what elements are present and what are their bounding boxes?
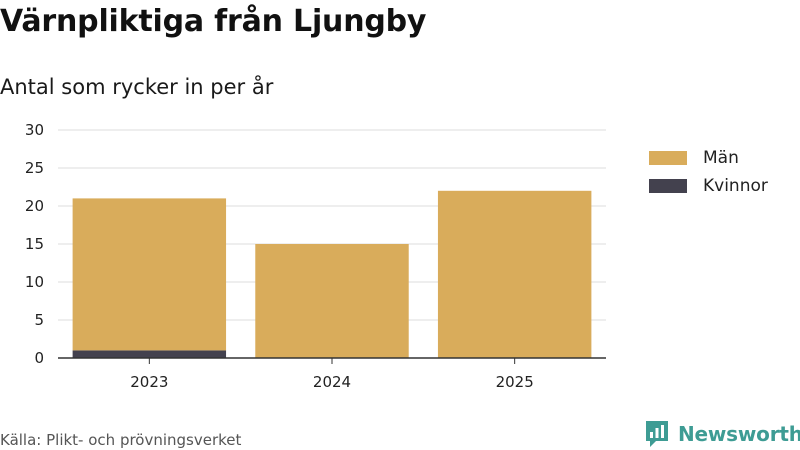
y-tick-label: 10 — [25, 273, 44, 291]
bar-m-n-2025 — [437, 190, 592, 358]
legend-swatch-kvinnor — [649, 179, 687, 193]
bar-chart-speech-bubble-icon — [646, 421, 668, 447]
legend-label-kvinnor: Kvinnor — [703, 176, 768, 196]
x-axis-ticks: 2023 2024 2025 — [130, 358, 534, 391]
legend-swatch-man — [649, 151, 687, 165]
legend: Män Kvinnor — [649, 145, 768, 201]
brand-name: Newsworthy — [678, 422, 800, 446]
chart-title: Värnpliktiga från Ljungby — [0, 4, 427, 39]
chart-subtitle: Antal som rycker in per år — [0, 75, 274, 99]
y-tick-label: 25 — [25, 159, 44, 177]
source-note: Källa: Plikt- och prövningsverket — [0, 431, 242, 449]
x-tick-label: 2024 — [313, 373, 351, 391]
legend-item-man: Män — [649, 145, 768, 171]
bars — [72, 190, 592, 358]
y-tick-label: 0 — [34, 349, 44, 367]
x-tick-label: 2023 — [130, 373, 168, 391]
y-tick-label: 20 — [25, 197, 44, 215]
y-tick-label: 15 — [25, 235, 44, 253]
bar-m-n-2023 — [72, 198, 227, 351]
bar-m-n-2024 — [255, 244, 409, 358]
brand-logo[interactable]: Newsworthy — [644, 419, 800, 449]
y-tick-label: 30 — [25, 121, 44, 139]
legend-item-kvinnor: Kvinnor — [649, 173, 768, 199]
x-tick-label: 2025 — [496, 373, 534, 391]
y-tick-label: 5 — [34, 311, 44, 329]
legend-label-man: Män — [703, 148, 739, 168]
bar-kvinnor-2023 — [72, 350, 227, 358]
y-axis-ticks: 0 5 10 15 20 25 30 — [25, 121, 44, 367]
